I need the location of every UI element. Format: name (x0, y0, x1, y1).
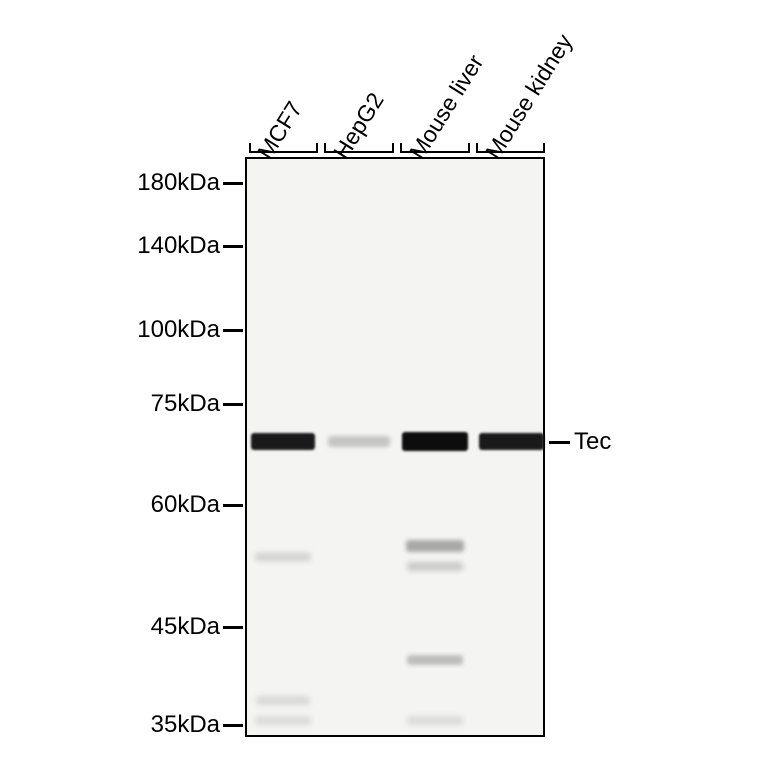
target-tick (549, 441, 570, 444)
band (407, 655, 463, 665)
band (406, 540, 464, 552)
mw-label: 60kDa (151, 491, 220, 519)
lane-label: MCF7 (252, 97, 308, 164)
mw-tick (223, 182, 243, 185)
band (255, 716, 311, 725)
band (256, 696, 310, 705)
band (407, 562, 463, 571)
mw-tick (223, 329, 243, 332)
lane-header-tick (249, 143, 251, 151)
lane-header-tick (324, 143, 326, 151)
western-blot-figure: MCF7HepG2Mouse liverMouse kidney 180kDa1… (0, 0, 764, 764)
lane-header-tick (476, 143, 478, 151)
band (328, 436, 390, 447)
band (251, 433, 315, 450)
mw-label: 75kDa (151, 390, 220, 418)
mw-tick (223, 504, 243, 507)
lane-label: Mouse kidney (480, 29, 578, 164)
band (402, 432, 468, 451)
lane-header-tick (543, 143, 545, 151)
lane-header-tick (400, 143, 402, 151)
mw-label: 45kDa (151, 613, 220, 641)
mw-label: 100kDa (137, 316, 220, 344)
mw-label: 35kDa (151, 711, 220, 739)
mw-tick (223, 724, 243, 727)
band (407, 716, 463, 725)
mw-tick (223, 626, 243, 629)
lane-header-tick (468, 143, 470, 151)
band (479, 433, 544, 450)
band (255, 553, 311, 561)
mw-label: 180kDa (137, 169, 220, 197)
mw-tick (223, 403, 243, 406)
lane-header-tick (392, 143, 394, 151)
mw-tick (223, 245, 243, 248)
lane-header-tick (316, 143, 318, 151)
target-label: Tec (574, 428, 611, 456)
mw-label: 140kDa (137, 232, 220, 260)
